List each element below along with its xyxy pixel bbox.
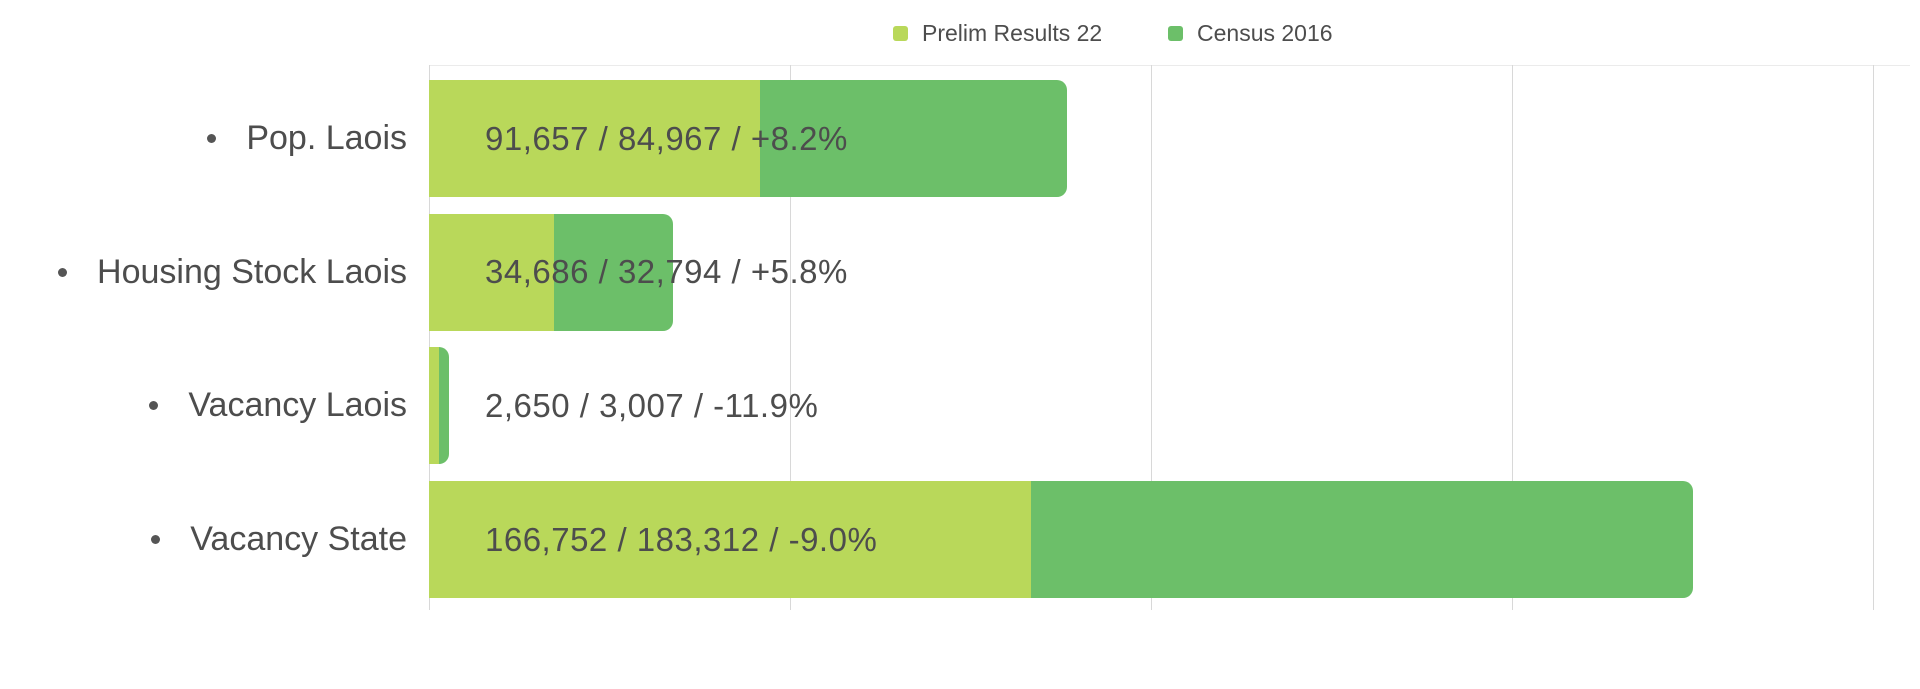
- bar-segment-prelim-results-22[interactable]: [429, 481, 1032, 599]
- plot-top-border: [429, 65, 1910, 66]
- bar-segment-census-2016[interactable]: [554, 213, 673, 331]
- bar-segment-census-2016[interactable]: [438, 347, 450, 465]
- bar-segment-prelim-results-22[interactable]: [429, 347, 439, 465]
- category-row: Pop. Laois: [0, 80, 407, 197]
- bar-value-label: 2,650 / 3,007 / -11.9%: [485, 386, 819, 424]
- category-label: Pop. Laois: [246, 119, 407, 157]
- legend-item-prelim-results-22: Prelim Results 22: [893, 20, 1102, 46]
- gridline: [789, 65, 791, 610]
- bar-segment-prelim-results-22[interactable]: [429, 80, 761, 197]
- bullet-icon: [207, 134, 217, 143]
- bullet-icon: [58, 267, 68, 277]
- category-label: Housing Stock Laois: [97, 252, 407, 291]
- legend-swatch-census-2016: [1168, 25, 1183, 41]
- bar-value-label: 91,657 / 84,967 / +8.2%: [485, 119, 848, 157]
- bar-segment-census-2016[interactable]: [1031, 481, 1694, 599]
- gridline: [1873, 65, 1875, 610]
- category-row: Housing Stock Laois: [0, 214, 407, 331]
- category-row: Vacancy State: [0, 481, 407, 598]
- category-label: Vacancy Laois: [188, 386, 407, 425]
- bar-segment-prelim-results-22[interactable]: [429, 213, 555, 331]
- bar-segment-census-2016[interactable]: [760, 80, 1067, 197]
- bar-value-label: 166,752 / 183,312 / -9.0%: [485, 520, 878, 558]
- legend-label: Census 2016: [1197, 19, 1333, 46]
- category-label: Vacancy State: [190, 520, 407, 559]
- legend-item-census-2016: Census 2016: [1168, 20, 1333, 46]
- bar-value-label: 34,686 / 32,794 / +5.8%: [485, 253, 848, 291]
- legend-label: Prelim Results 22: [922, 19, 1103, 46]
- bullet-icon: [149, 401, 159, 411]
- gridline: [1150, 65, 1152, 610]
- category-row: Vacancy Laois: [0, 347, 407, 464]
- bullet-icon: [151, 535, 161, 545]
- gridline: [1512, 65, 1514, 610]
- legend-swatch-prelim-results-22: [893, 25, 908, 41]
- axis-line: [428, 65, 430, 610]
